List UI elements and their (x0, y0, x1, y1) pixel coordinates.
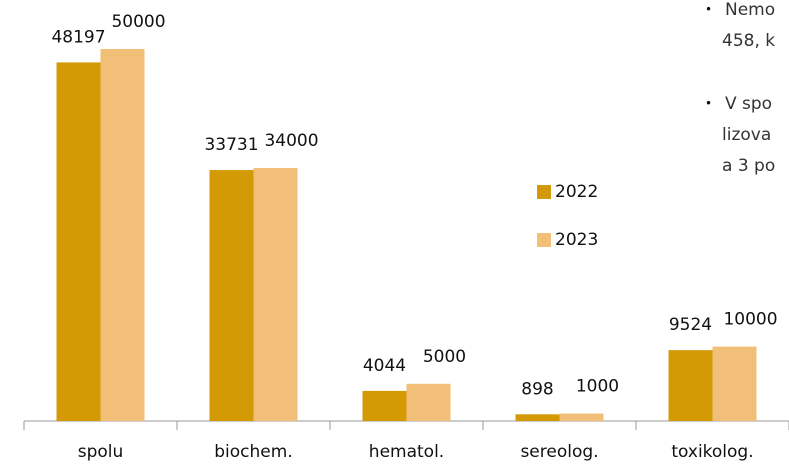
bar (209, 170, 254, 421)
bullet-text: lizova (722, 125, 771, 145)
data-label: 898 (521, 379, 553, 399)
bar (559, 413, 604, 421)
bullet-text: V spo (725, 94, 772, 114)
bar (668, 350, 713, 421)
data-label: 48197 (51, 27, 105, 47)
data-label: 34000 (264, 131, 318, 151)
data-label: 5000 (423, 347, 466, 367)
bar (100, 49, 145, 421)
data-label: 4044 (363, 356, 406, 376)
x-tick-label: biochem. (214, 442, 292, 462)
bullet-text: Nemo (725, 0, 775, 20)
bar (362, 390, 407, 421)
bullet-dot: • (705, 3, 712, 17)
bar (56, 62, 101, 422)
bar (515, 414, 560, 421)
bar (406, 383, 451, 421)
bar (253, 168, 298, 421)
legend-label: 2022 (555, 182, 598, 202)
data-label: 33731 (204, 135, 258, 155)
bullet-text: a 3 po (722, 156, 775, 176)
data-label: 10000 (723, 310, 777, 330)
x-tick-label: spolu (78, 442, 124, 462)
legend-label: 2023 (555, 230, 598, 250)
x-tick-label: sereolog. (520, 442, 598, 462)
bar (712, 346, 757, 421)
legend-swatch (537, 185, 551, 199)
data-label: 9524 (669, 315, 712, 335)
bullet-dot: • (705, 97, 712, 111)
x-tick-label: toxikolog. (671, 442, 753, 462)
bullet-text: 458, k (722, 31, 775, 51)
data-label: 1000 (576, 377, 619, 397)
legend-swatch (537, 233, 551, 247)
data-label: 50000 (111, 12, 165, 32)
x-tick-label: hematol. (369, 442, 444, 462)
